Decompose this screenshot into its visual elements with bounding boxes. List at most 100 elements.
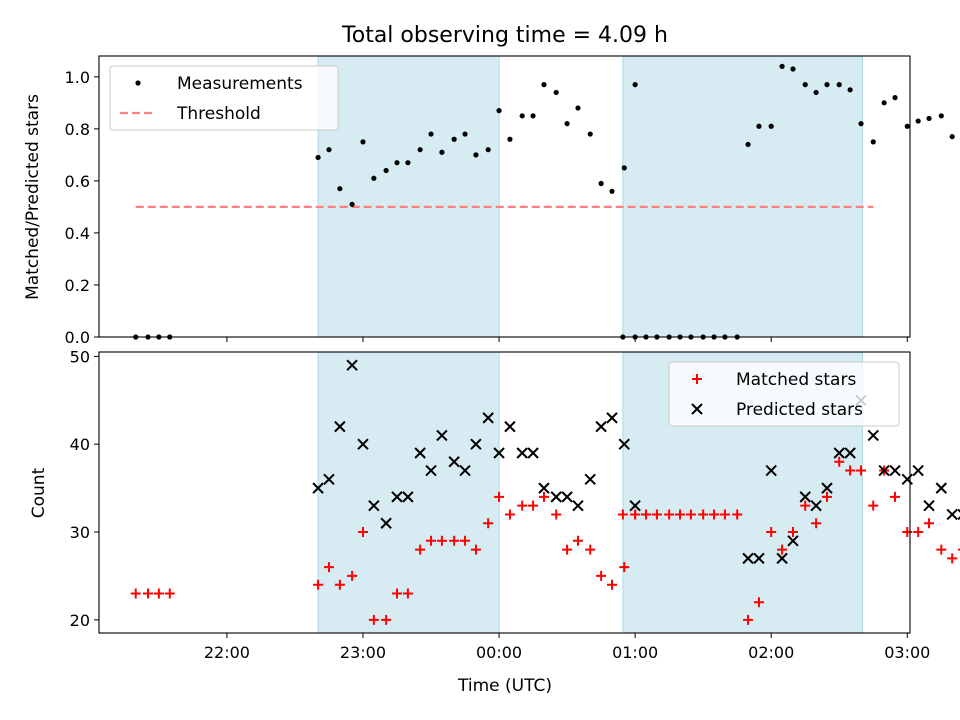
matched-stars-point — [596, 570, 607, 581]
x-tick-label: 03:00 — [884, 643, 930, 662]
x-tick-label: 23:00 — [340, 643, 386, 662]
legend-marker — [692, 374, 702, 384]
measurement-point — [813, 89, 819, 96]
predicted-stars-point — [527, 447, 539, 459]
observing-window-1 — [317, 55, 500, 338]
predicted-stars-point — [923, 499, 935, 512]
y-tick-label: 1.0 — [65, 68, 90, 87]
predicted-stars-point — [402, 491, 414, 503]
predicted-stars-point — [787, 535, 799, 547]
measurement-point — [428, 131, 434, 137]
measurement-point — [326, 147, 332, 153]
predicted-stars-point — [516, 447, 528, 459]
predicted-stars-point — [493, 447, 505, 459]
matched-stars-point — [572, 535, 583, 546]
matched-stars-point — [415, 544, 426, 555]
matched-stars-point — [902, 527, 913, 538]
measurement-point — [337, 186, 343, 192]
predicted-stars-point — [572, 499, 584, 512]
matched-stars-point — [334, 579, 345, 590]
top-y-axis-label: Matched/Predicted stars — [23, 94, 43, 300]
legend: Matched stars Predicted stars — [668, 361, 900, 427]
matched-stars-point — [323, 562, 334, 573]
matched-stars-point — [856, 465, 867, 476]
measurement-point — [315, 154, 321, 161]
matched-stars-point — [436, 535, 447, 546]
measurement-point — [745, 141, 751, 148]
measurement-point — [621, 165, 627, 171]
predicted-stars-point — [368, 499, 380, 512]
measurement-point — [507, 136, 513, 142]
predicted-stars-point — [595, 420, 607, 433]
measurement-point — [439, 149, 445, 155]
ratio-panel: 0.0 0.2 0.4 0.6 0.8 1.0 Measurements Threshold — [65, 55, 955, 347]
measurement-point — [360, 139, 366, 145]
matched-stars-point — [800, 500, 811, 511]
matched-stars-point — [606, 579, 617, 590]
measurement-point — [394, 160, 400, 166]
matched-stars-point — [685, 509, 696, 520]
predicted-stars-point — [844, 447, 856, 459]
predicted-stars-point — [867, 429, 879, 442]
legend-label: Predicted stars — [736, 400, 863, 420]
predicted-stars-point — [482, 412, 494, 424]
predicted-stars-point — [833, 447, 845, 459]
predicted-stars-point — [391, 491, 403, 503]
matched-stars-point — [651, 509, 662, 520]
matched-stars-point — [777, 544, 788, 555]
measurement-point — [462, 131, 468, 137]
predicted-stars-point — [584, 473, 596, 486]
measurement-point — [553, 89, 559, 96]
matched-stars-point — [641, 509, 652, 520]
matched-stars-point — [834, 456, 845, 467]
measurement-point — [587, 131, 593, 137]
predicted-stars-point — [323, 473, 335, 486]
y-tick-label: 30 — [70, 523, 90, 542]
y-tick-label: 50 — [70, 347, 90, 366]
matched-stars-point — [732, 509, 743, 520]
predicted-stars-point — [742, 552, 754, 565]
predicted-stars-point — [889, 464, 901, 477]
measurement-point — [926, 115, 932, 122]
matched-stars-point — [617, 509, 628, 520]
measurement-point — [824, 82, 830, 88]
measurement-point — [519, 113, 525, 119]
predicted-stars-point — [776, 552, 788, 565]
predicted-stars-point — [878, 464, 890, 477]
matched-stars-point — [766, 527, 777, 538]
predicted-stars-point — [504, 420, 516, 433]
predicted-stars-point — [935, 482, 948, 494]
matched-stars-point — [753, 597, 764, 608]
measurement-point — [915, 118, 921, 124]
matched-stars-point — [709, 509, 720, 520]
legend: Measurements Threshold — [109, 65, 339, 131]
predicted-stars-point — [753, 552, 765, 565]
matched-stars-point — [947, 553, 958, 564]
measurement-point — [847, 87, 853, 93]
matched-stars-point — [494, 491, 505, 502]
matched-stars-point — [313, 579, 324, 590]
x-tick-label: 02:00 — [748, 643, 794, 662]
predicted-stars-point — [448, 456, 460, 468]
y-tick-label: 40 — [70, 435, 90, 454]
measurement-point — [768, 123, 774, 129]
predicted-stars-point — [765, 464, 777, 477]
predicted-stars-point — [618, 438, 630, 450]
predicted-stars-point — [357, 438, 369, 450]
predicted-stars-point — [629, 499, 641, 512]
matched-stars-point — [130, 588, 141, 599]
matched-stars-point — [811, 518, 822, 529]
matched-stars-point — [664, 509, 675, 520]
measurement-point — [938, 113, 944, 119]
legend-box — [109, 65, 339, 131]
matched-stars-point — [381, 614, 392, 625]
measurement-point — [779, 63, 785, 70]
matched-stars-point — [460, 535, 471, 546]
predicted-stars-point — [799, 491, 811, 503]
matched-stars-point — [698, 509, 709, 520]
predicted-stars-point — [459, 464, 471, 477]
matched-stars-point — [357, 527, 368, 538]
measurement-point — [598, 180, 604, 187]
matched-stars-point — [528, 500, 539, 511]
